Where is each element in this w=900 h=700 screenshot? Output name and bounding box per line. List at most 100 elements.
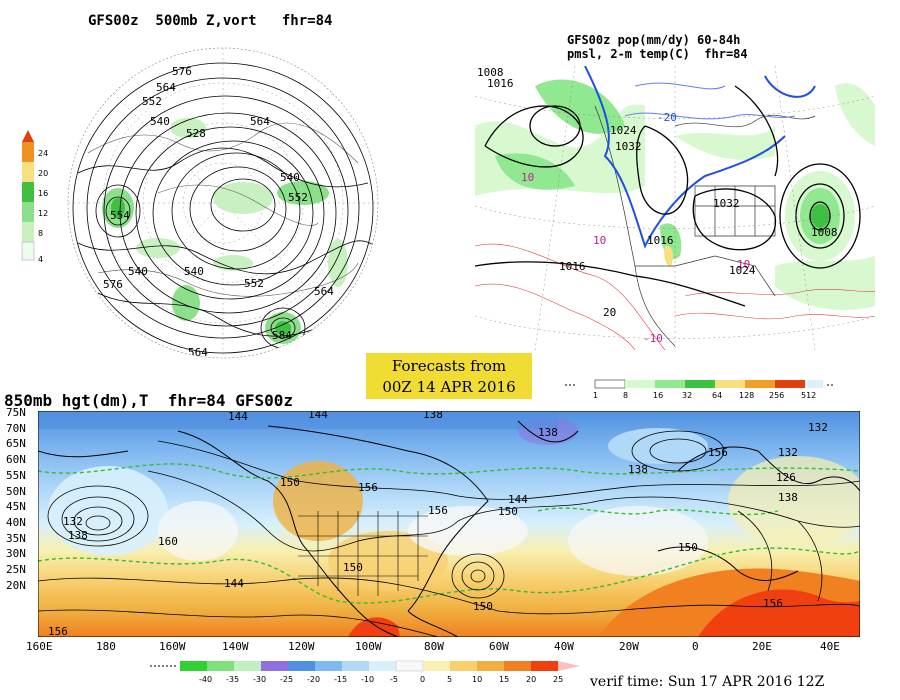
forecast-init-time: 00Z 14 APR 2016 <box>382 378 516 396</box>
height-label: 144 <box>508 493 528 506</box>
temp-scale-label: -15 <box>334 675 347 684</box>
lon-label: 180 <box>96 640 116 653</box>
panel-pop-title-line2: pmsl, 2-m temp(C) fhr=84 <box>567 47 748 61</box>
height-label: 144 <box>308 411 328 421</box>
temp-scale-label: 10 <box>472 675 482 684</box>
height-label: 138 <box>778 491 798 504</box>
lat-label: 50N <box>6 484 26 498</box>
isobar-label: 1008 <box>811 226 838 239</box>
lon-label: 120W <box>288 640 315 653</box>
height-label: 156 <box>763 597 783 610</box>
lon-label: 20W <box>619 640 639 653</box>
lon-label: 60W <box>489 640 509 653</box>
lat-axis: 75N 70N 65N 60N 55N 50N 45N 40N 35N 30N … <box>6 405 26 593</box>
height-label: 150 <box>678 541 698 554</box>
pop-scale-label: 128 <box>739 391 754 400</box>
height-label: 150 <box>473 600 493 613</box>
temp-scale-label: 15 <box>499 675 509 684</box>
panel-850mb-title: 850mb hgt(dm),T fhr=84 GFS00z <box>4 391 293 410</box>
isobar-label: 1016 <box>487 77 514 90</box>
contour-label: 576 <box>172 65 192 78</box>
lat-label: 35N <box>6 531 26 545</box>
isobar-label: 1008 <box>477 66 504 79</box>
lon-label: 80W <box>424 640 444 653</box>
lat-label: 70N <box>6 421 26 435</box>
height-label: 138 <box>538 426 558 439</box>
height-label: 126 <box>776 471 796 484</box>
panel-500mb-map: 576 564 552 540 528 540 552 564 576 540 … <box>67 47 379 359</box>
vort-scale-label: 20 <box>38 169 48 178</box>
height-label: 132 <box>63 515 83 528</box>
temp-label: -20 <box>657 111 677 124</box>
vort-scale-label: 12 <box>38 209 48 218</box>
height-label: 132 <box>808 421 828 434</box>
pop-scale-label: 1 <box>593 391 598 400</box>
temp-label: -10 <box>643 332 663 345</box>
pop-scale-label: 32 <box>682 391 692 400</box>
vort-scale-label: 8 <box>38 229 43 238</box>
contour-label: 540 <box>184 265 204 278</box>
height-label: 144 <box>228 411 248 423</box>
vort-scale-label: 16 <box>38 189 48 198</box>
isobar-label: 1024 <box>610 124 637 137</box>
height-label: 144 <box>224 577 244 590</box>
panel-850mb-map: 144 144 138 138 132 126 150 156 156 150 … <box>38 411 860 637</box>
temp-scale-label: 0 <box>420 675 425 684</box>
height-label: 156 <box>428 504 448 517</box>
lat-label: 45N <box>6 500 26 514</box>
contour-label: 552 <box>244 277 264 290</box>
contour-label: 540 <box>280 171 300 184</box>
pop-scale-label: 64 <box>712 391 722 400</box>
height-label: 138 <box>628 463 648 476</box>
panel-pop-title-line1: GFS00z pop(mm/dy) 60-84h <box>567 33 741 47</box>
temp-colorbar: -40 -35 -30 -25 -20 -15 -10 -5 0 5 10 15… <box>150 660 580 684</box>
forecast-from-label: Forecasts from <box>391 357 507 375</box>
contour-label: 540 <box>150 115 170 128</box>
temp-scale-label: -5 <box>390 675 398 684</box>
isobar-label: 1016 <box>559 260 586 273</box>
pop-colorbar: 1 8 16 32 64 128 256 512 <box>565 379 835 400</box>
isobar-label: 1032 <box>615 140 642 153</box>
pop-scale-label: 16 <box>653 391 663 400</box>
height-label: 156 <box>48 625 68 637</box>
temp-label: 10 <box>737 258 750 271</box>
lat-label: 65N <box>6 437 26 451</box>
lon-label: 140W <box>222 640 249 653</box>
contour-label: 576 <box>103 278 123 291</box>
lon-label: 160W <box>159 640 186 653</box>
temp-label: 10 <box>521 171 534 184</box>
contour-label: 564 <box>250 115 270 128</box>
lon-label: 100W <box>355 640 382 653</box>
pop-scale-label: 512 <box>801 391 816 400</box>
pop-scale-label: 256 <box>769 391 784 400</box>
forecast-info-box: Forecasts from 00Z 14 APR 2016 <box>366 353 532 399</box>
contour-label: 584 <box>272 329 292 342</box>
temp-scale-label: -35 <box>226 675 239 684</box>
isobar-label: 1024 <box>729 264 756 277</box>
contour-label: 528 <box>186 127 206 140</box>
contour-label: 564 <box>314 285 334 298</box>
isobar-label: 1032 <box>713 197 740 210</box>
lon-label: 40W <box>554 640 574 653</box>
height-label: 150 <box>343 561 363 574</box>
temp-label: 10 <box>593 234 606 247</box>
panel-500mb-vort-colorbar: 24 20 16 12 8 4 <box>21 130 48 264</box>
contour-label: 564 <box>188 346 208 359</box>
temp-scale-label: -20 <box>307 675 320 684</box>
vort-scale-label: 24 <box>38 149 48 158</box>
lon-axis: 160E 180 160W 140W 120W 100W 80W 60W 40W… <box>0 640 900 654</box>
temp-scale-label: -10 <box>361 675 374 684</box>
lat-label: 30N <box>6 547 26 561</box>
contour-label: 540 <box>128 265 148 278</box>
contour-label: 552 <box>142 95 162 108</box>
height-label: 132 <box>778 446 798 459</box>
contour-label: 564 <box>156 81 176 94</box>
lon-label: 160E <box>26 640 53 653</box>
height-label: 150 <box>280 476 300 489</box>
lat-label: 20N <box>6 578 26 592</box>
temp-scale-label: 25 <box>553 675 563 684</box>
contour-label: 554 <box>110 209 130 222</box>
height-label: 138 <box>423 411 443 421</box>
lat-label: 40N <box>6 515 26 529</box>
temp-scale-label: 5 <box>447 675 452 684</box>
